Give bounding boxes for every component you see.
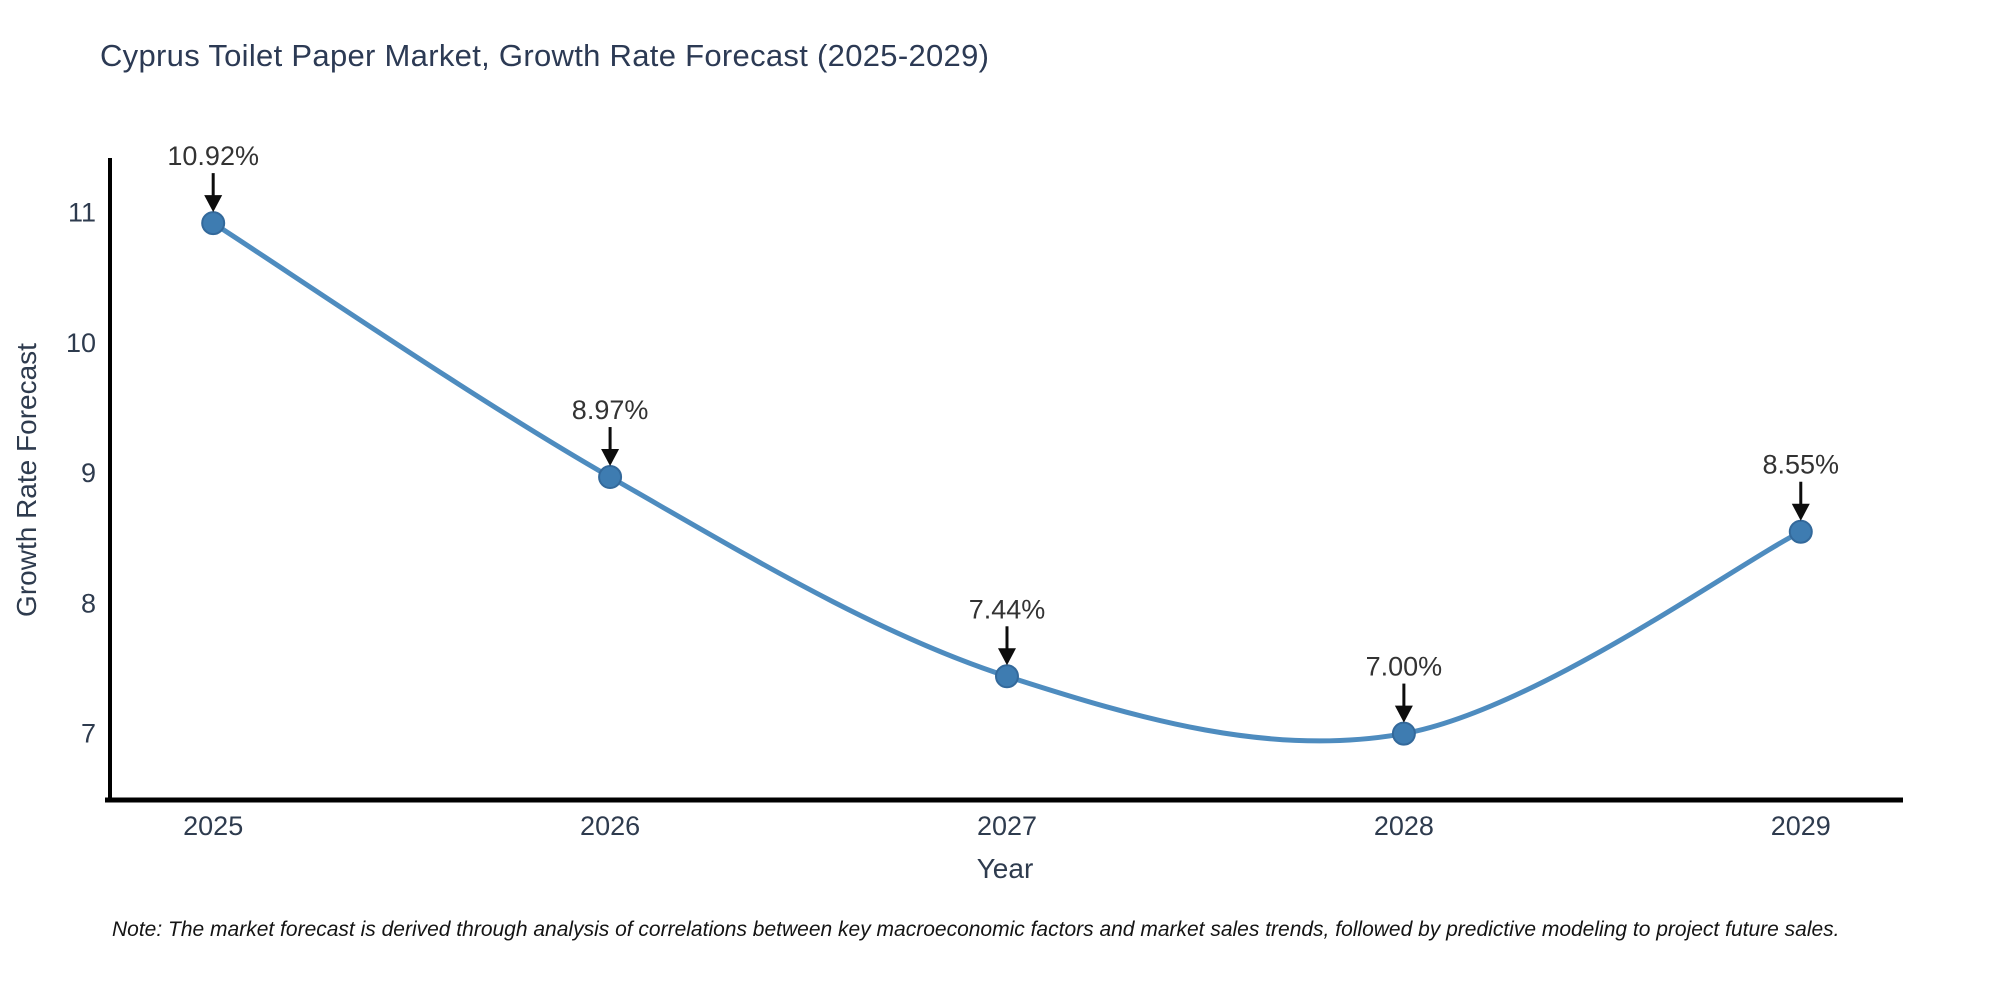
data-point-marker — [1391, 721, 1416, 746]
chart-title: Cyprus Toilet Paper Market, Growth Rate … — [100, 38, 990, 73]
y-axis-title: Growth Rate Forecast — [11, 343, 42, 617]
data-point-marker — [201, 211, 226, 236]
data-point-label: 7.00% — [1366, 652, 1443, 682]
y-tick-label: 8 — [81, 588, 96, 618]
annotation-arrowhead — [1791, 503, 1810, 521]
data-point-marker — [598, 465, 623, 490]
x-tick-label: 2027 — [977, 811, 1037, 841]
y-tick-label: 11 — [68, 198, 96, 228]
x-axis-title: Year — [977, 853, 1034, 884]
annotation-arrowhead — [997, 648, 1016, 666]
data-point-label: 8.97% — [572, 395, 649, 425]
data-point-marker — [1788, 519, 1813, 544]
data-point-marker — [994, 664, 1019, 689]
x-tick-label: 2026 — [580, 811, 640, 841]
y-tick-label: 9 — [81, 458, 96, 488]
x-tick-label: 2028 — [1374, 811, 1434, 841]
y-tick-label: 7 — [81, 719, 96, 749]
x-tick-label: 2025 — [183, 811, 243, 841]
data-point-label: 10.92% — [167, 141, 259, 171]
data-point-label: 8.55% — [1762, 450, 1839, 480]
annotation-arrowhead — [601, 449, 620, 467]
data-point-label: 7.44% — [969, 594, 1046, 624]
annotation-arrowhead — [204, 195, 223, 213]
x-tick-label: 2029 — [1771, 811, 1831, 841]
y-tick-label: 10 — [66, 328, 96, 358]
annotation-arrowhead — [1394, 705, 1413, 723]
footnote: Note: The market forecast is derived thr… — [112, 918, 1840, 941]
